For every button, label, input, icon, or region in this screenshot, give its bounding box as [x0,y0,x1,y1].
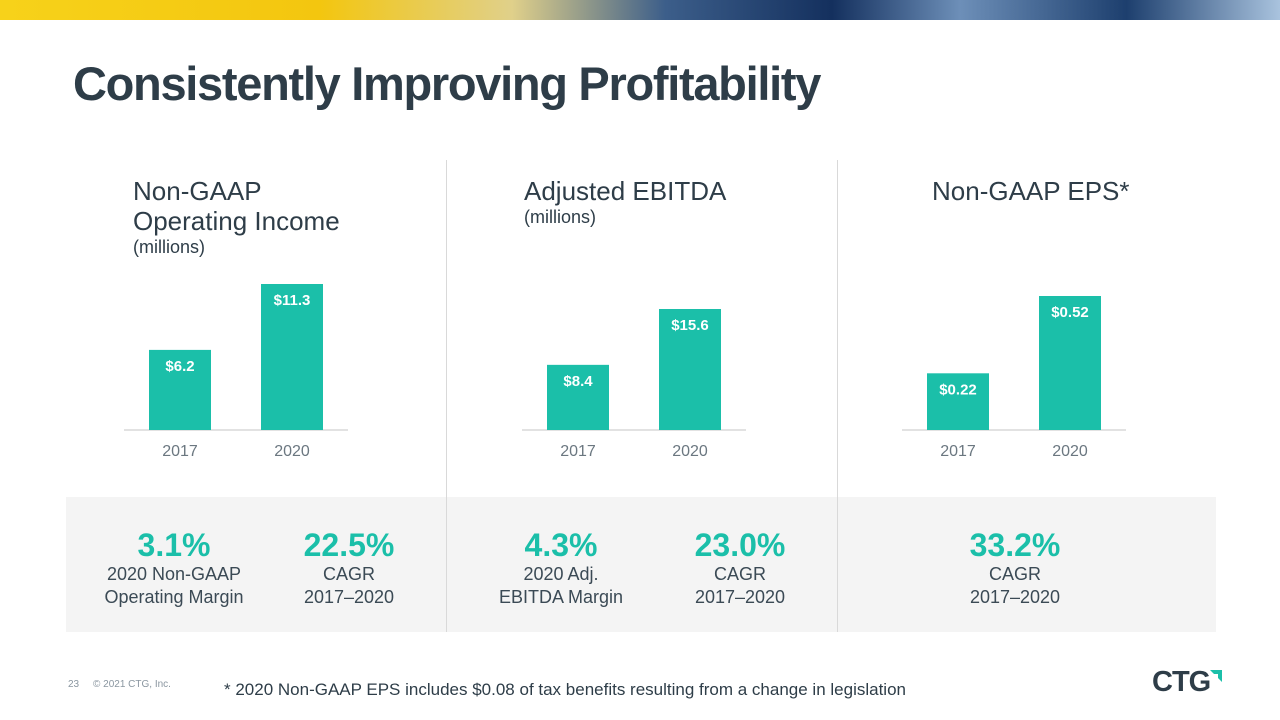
footnote: * 2020 Non-GAAP EPS includes $0.08 of ta… [224,680,906,699]
chart-title: Adjusted EBITDA [524,176,727,206]
stat-label: Operating Margin [104,587,244,607]
chart-title: Non-GAAP Operating Income [133,176,340,236]
chart-title: Non-GAAP EPS* [932,176,1130,206]
x-tick-label: 2020 [672,443,708,460]
bar [659,309,721,430]
stat-label: 2020 Adj. [523,564,599,584]
bar [547,364,609,430]
page-number: 23 [68,679,80,690]
stat-label: 2017–2020 [694,587,786,607]
stat: 33.2% CAGR 2017–2020 [915,527,1115,609]
divider [837,160,838,632]
value-label: $15.6 [671,317,709,334]
logo: CTG [1152,666,1211,698]
stat-value: 3.1% [137,527,211,563]
x-tick-label: 2020 [274,443,310,460]
stat-value: 33.2% [969,527,1061,563]
x-tick-label: 2017 [940,443,976,460]
chart-header: Non-GAAP EPS* [932,176,1157,206]
stat-label: 2017–2020 [969,587,1061,607]
logo-mark [1210,670,1222,682]
x-tick-label: 2017 [560,443,596,460]
stat-value: 23.0% [694,527,786,563]
stat-label: CAGR [988,564,1041,584]
x-tick-label: 2017 [162,443,198,460]
chart-header: Adjusted EBITDA (millions) [524,176,749,228]
bar [927,373,989,430]
bar [1039,296,1101,430]
stat-label: 2020 Non-GAAP [106,564,242,584]
stat: 22.5% CAGR 2017–2020 [249,527,449,609]
value-label: $0.52 [1051,304,1089,321]
stat-label: CAGR [322,564,375,584]
stat-value: 4.3% [524,527,598,563]
chart-header: Non-GAAP Operating Income (millions) [133,176,358,258]
banner [0,0,1280,20]
chart-subtitle: (millions) [133,237,205,257]
value-label: $6.2 [165,358,194,375]
stats-band [66,497,1216,632]
x-tick-label: 2020 [1052,443,1088,460]
copyright: © 2021 CTG, Inc. [93,679,171,690]
value-label: $0.22 [939,381,977,398]
stat: 23.0% CAGR 2017–2020 [640,527,840,609]
value-label: $8.4 [563,373,593,390]
chart-subtitle: (millions) [524,207,596,227]
bar [149,349,211,430]
stat-label: EBITDA Margin [498,587,624,607]
stat-label: CAGR [713,564,766,584]
slide-title: Consistently Improving Profitability [73,57,821,110]
value-label: $11.3 [274,292,311,309]
stat: 4.3% 2020 Adj. EBITDA Margin [461,527,661,609]
bar [261,284,323,430]
divider [446,160,447,632]
stat: 3.1% 2020 Non-GAAP Operating Margin [74,527,274,609]
stat-label: 2017–2020 [303,587,395,607]
stat-value: 22.5% [303,527,395,563]
